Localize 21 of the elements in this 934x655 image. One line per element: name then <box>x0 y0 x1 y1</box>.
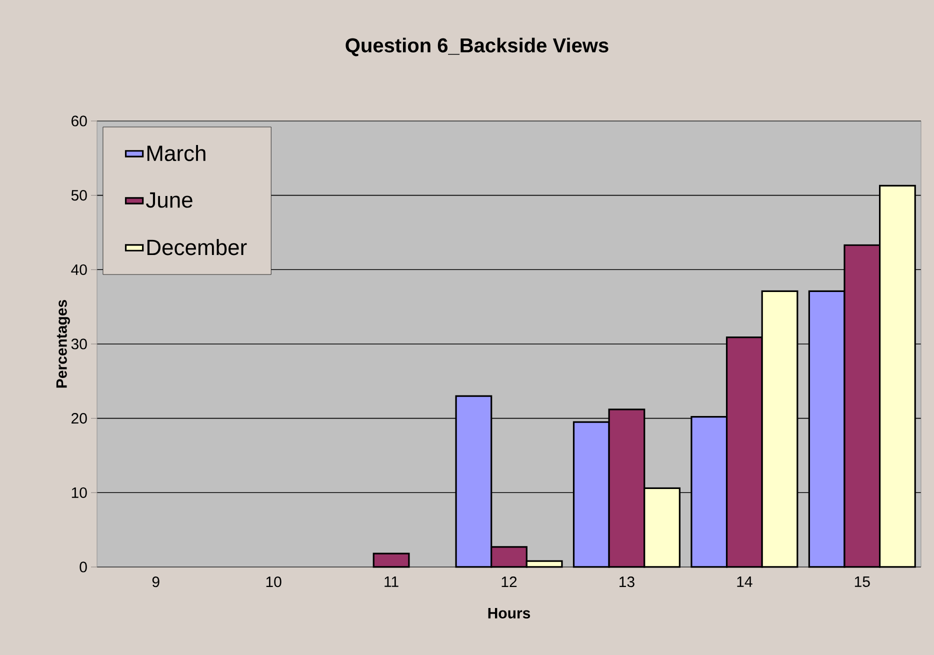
x-tick-label: 11 <box>384 576 398 587</box>
x-tick-label: 13 <box>620 576 634 588</box>
x-tick-label: 12 <box>502 576 517 587</box>
y-tick-label: 50 <box>71 190 87 201</box>
y-tick-label: 10 <box>72 487 87 498</box>
bar <box>372 552 410 568</box>
y-tick-label: 0 <box>80 562 87 572</box>
x-axis-title: Hours <box>488 608 530 618</box>
legend-label: December <box>147 239 247 256</box>
y-tick-label: 30 <box>71 338 87 350</box>
x-tick-label: 10 <box>266 576 282 588</box>
chart-title: Question 6_Backside Views <box>346 38 608 56</box>
x-tick-label: 9 <box>152 576 160 588</box>
legend-label: June <box>146 192 192 208</box>
y-tick-label: 60 <box>72 116 87 126</box>
y-tick-label: 20 <box>72 413 87 424</box>
x-tick-label: 15 <box>854 576 870 587</box>
y-tick-label: 40 <box>71 264 87 275</box>
x-tick-label: 14 <box>737 576 752 587</box>
legend-label: March <box>147 144 206 162</box>
y-axis-title: Percentages <box>56 300 70 388</box>
